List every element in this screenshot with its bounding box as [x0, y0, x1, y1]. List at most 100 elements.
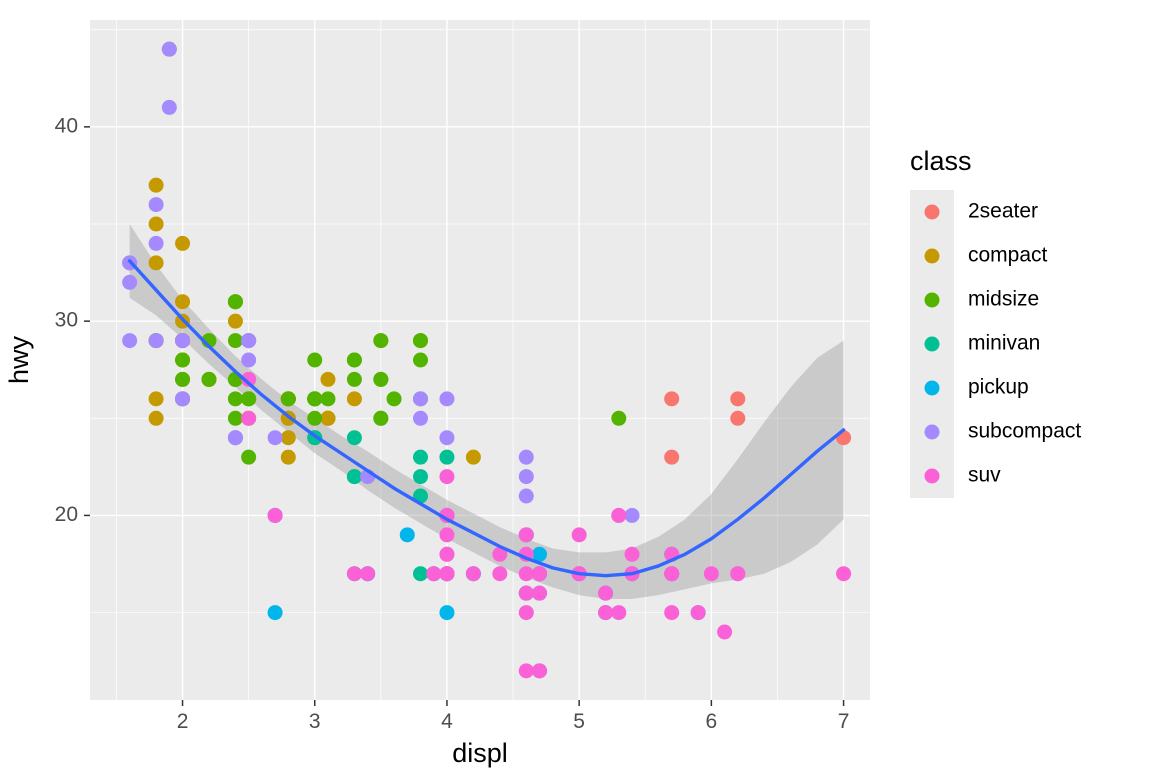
point-suv — [625, 547, 640, 562]
point-midsize — [373, 411, 388, 426]
point-suv — [519, 605, 534, 620]
x-tick-label: 2 — [177, 710, 189, 733]
point-pickup — [439, 605, 454, 620]
point-subcompact — [413, 411, 428, 426]
point-subcompact — [625, 508, 640, 523]
point-midsize — [307, 411, 322, 426]
point-minivan — [439, 450, 454, 465]
point-2seater — [664, 391, 679, 406]
point-compact — [175, 294, 190, 309]
point-suv — [611, 605, 626, 620]
chart-svg: 234567203040displhwyclass2seatercompactm… — [0, 0, 1152, 768]
legend-label: minivan — [968, 332, 1040, 355]
point-subcompact — [519, 489, 534, 504]
point-suv — [664, 605, 679, 620]
point-subcompact — [413, 391, 428, 406]
point-2seater — [730, 391, 745, 406]
x-tick-label: 3 — [309, 710, 321, 733]
point-suv — [426, 566, 441, 581]
legend-label: subcompact — [968, 420, 1081, 443]
point-subcompact — [162, 100, 177, 115]
point-compact — [320, 372, 335, 387]
point-subcompact — [519, 469, 534, 484]
point-suv — [611, 508, 626, 523]
point-suv — [466, 566, 481, 581]
point-compact — [149, 411, 164, 426]
point-suv — [598, 605, 613, 620]
point-subcompact — [122, 275, 137, 290]
point-suv — [360, 566, 375, 581]
x-axis-title: displ — [452, 738, 508, 768]
legend-label: pickup — [968, 376, 1029, 399]
point-midsize — [281, 391, 296, 406]
point-compact — [149, 391, 164, 406]
point-minivan — [413, 450, 428, 465]
point-subcompact — [268, 430, 283, 445]
point-suv — [439, 469, 454, 484]
legend-swatch-compact — [925, 249, 940, 264]
point-compact — [149, 217, 164, 232]
point-midsize — [413, 353, 428, 368]
point-subcompact — [519, 450, 534, 465]
point-suv — [691, 605, 706, 620]
point-midsize — [228, 333, 243, 348]
point-suv — [519, 586, 534, 601]
point-subcompact — [241, 353, 256, 368]
y-tick-label: 40 — [55, 114, 78, 137]
point-subcompact — [175, 333, 190, 348]
point-suv — [704, 566, 719, 581]
point-suv — [439, 566, 454, 581]
point-compact — [149, 255, 164, 270]
legend-label: 2seater — [968, 200, 1038, 223]
legend-swatch-pickup — [925, 381, 940, 396]
point-midsize — [175, 372, 190, 387]
y-tick-label: 30 — [55, 309, 78, 332]
point-subcompact — [122, 333, 137, 348]
point-pickup — [268, 605, 283, 620]
point-subcompact — [149, 236, 164, 251]
point-midsize — [373, 333, 388, 348]
point-suv — [347, 566, 362, 581]
point-suv — [492, 566, 507, 581]
point-midsize — [387, 391, 402, 406]
point-compact — [175, 236, 190, 251]
point-compact — [228, 314, 243, 329]
point-midsize — [307, 353, 322, 368]
point-compact — [466, 450, 481, 465]
point-midsize — [373, 372, 388, 387]
point-midsize — [307, 391, 322, 406]
point-midsize — [347, 353, 362, 368]
point-midsize — [228, 411, 243, 426]
point-suv — [598, 586, 613, 601]
point-minivan — [413, 566, 428, 581]
scatter-chart: 234567203040displhwyclass2seatercompactm… — [0, 0, 1152, 768]
legend-swatch-subcompact — [925, 425, 940, 440]
legend-swatch-suv — [925, 469, 940, 484]
x-tick-label: 4 — [441, 710, 453, 733]
point-subcompact — [439, 430, 454, 445]
point-subcompact — [241, 333, 256, 348]
legend-swatch-2seater — [925, 205, 940, 220]
point-minivan — [347, 469, 362, 484]
x-tick-label: 6 — [706, 710, 718, 733]
point-compact — [320, 411, 335, 426]
point-suv — [717, 625, 732, 640]
x-tick-label: 5 — [573, 710, 585, 733]
point-suv — [241, 411, 256, 426]
point-midsize — [320, 391, 335, 406]
point-midsize — [347, 372, 362, 387]
point-suv — [519, 663, 534, 678]
point-compact — [149, 178, 164, 193]
point-midsize — [413, 333, 428, 348]
point-suv — [439, 547, 454, 562]
point-suv — [519, 566, 534, 581]
point-minivan — [413, 469, 428, 484]
point-2seater — [730, 411, 745, 426]
point-subcompact — [149, 197, 164, 212]
point-suv — [532, 586, 547, 601]
point-midsize — [611, 411, 626, 426]
point-compact — [281, 450, 296, 465]
legend-swatch-minivan — [925, 337, 940, 352]
y-axis-title: hwy — [4, 335, 34, 384]
point-suv — [532, 566, 547, 581]
